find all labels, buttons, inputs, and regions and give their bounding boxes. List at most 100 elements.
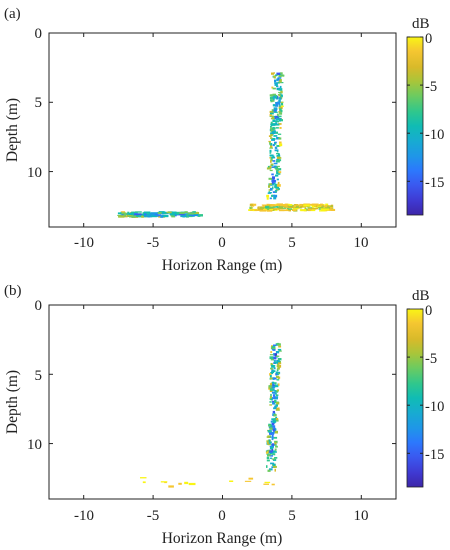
heatmap-cell — [271, 181, 275, 184]
panel-a-xtick-label: 0 — [218, 235, 226, 251]
heatmap-cell — [272, 458, 277, 461]
heatmap-cell — [274, 361, 279, 364]
heatmap-cell — [266, 465, 268, 468]
heatmap-cell — [276, 389, 279, 392]
heatmap-cell — [276, 85, 279, 88]
heatmap-cell — [269, 377, 274, 380]
heatmap-cell — [275, 102, 280, 104]
heatmap-cell — [282, 207, 287, 209]
heatmap-cell — [278, 75, 282, 78]
heatmap-cell — [274, 457, 278, 459]
panel-b-colorbar-tick-label: -10 — [425, 399, 444, 415]
heatmap-cell — [325, 206, 330, 209]
heatmap-cell — [323, 205, 328, 208]
heatmap-cell — [268, 191, 271, 194]
heatmap-cell — [171, 213, 176, 216]
heatmap-cell — [271, 453, 274, 455]
heatmap-cell — [268, 423, 272, 427]
heatmap-cell — [157, 211, 162, 215]
heatmap-cell — [124, 212, 127, 215]
heatmap-cell — [273, 407, 277, 410]
heatmap-cell — [273, 444, 277, 446]
heatmap-cell — [266, 451, 269, 454]
heatmap-cell — [272, 347, 276, 350]
panel-b-colorbar-tick-label: -15 — [425, 447, 444, 463]
heatmap-cell — [271, 128, 275, 131]
heatmap-cell — [275, 174, 279, 177]
heatmap-cell — [269, 110, 274, 114]
heatmap-cell — [269, 457, 273, 459]
heatmap-cell — [274, 83, 278, 86]
heatmap-cell — [271, 194, 274, 197]
heatmap-cell — [266, 167, 271, 170]
heatmap-cell — [271, 345, 276, 348]
heatmap-cell — [275, 394, 279, 396]
heatmap-cell — [271, 448, 274, 451]
heatmap-cell — [277, 77, 282, 79]
heatmap-cell — [276, 72, 281, 75]
panel-b-colorbar-tick-marks — [407, 308, 423, 454]
heatmap-cell — [274, 399, 277, 403]
heatmap-cell — [271, 381, 275, 384]
heatmap-cell — [270, 127, 273, 130]
heatmap-cell — [278, 209, 285, 212]
heatmap-cell — [273, 75, 276, 79]
heatmap-cell — [273, 465, 277, 468]
heatmap-cell — [278, 157, 282, 159]
heatmap-cell — [273, 182, 276, 185]
heatmap-cell — [276, 368, 279, 372]
heatmap-cell — [146, 214, 151, 217]
heatmap-cell — [184, 211, 188, 214]
panel-a-ytick-label: 0 — [35, 26, 43, 42]
heatmap-cell — [278, 103, 281, 106]
heatmap-cell — [269, 455, 273, 457]
heatmap-cell — [274, 82, 279, 84]
heatmap-cell — [261, 208, 267, 211]
heatmap-cell — [169, 213, 173, 216]
panel-b-tick-marks — [49, 304, 396, 499]
heatmap-cell — [278, 94, 281, 97]
heatmap-cell — [272, 349, 276, 351]
heatmap-cell — [276, 78, 278, 81]
heatmap-cell — [275, 407, 280, 410]
heatmap-cell — [271, 433, 274, 435]
heatmap-cell — [269, 147, 273, 149]
heatmap-cell — [185, 216, 189, 218]
heatmap-cell — [272, 420, 277, 423]
heatmap-cell — [270, 123, 274, 126]
heatmap-cell — [184, 481, 189, 485]
panel-b-colorbar: dB 0 -5 -10 -15 — [406, 288, 444, 488]
heatmap-cell — [271, 445, 274, 448]
heatmap-cell — [196, 211, 199, 214]
heatmap-cell — [267, 430, 272, 433]
panel-b-x-ticks: -10 -5 0 5 10 — [74, 508, 369, 524]
heatmap-cell — [276, 151, 279, 153]
heatmap-cell — [275, 419, 279, 422]
heatmap-cell — [142, 481, 146, 484]
heatmap-cell — [168, 485, 174, 488]
heatmap-cell — [269, 169, 273, 172]
heatmap-cell — [158, 216, 161, 218]
heatmap-cell — [279, 204, 285, 207]
heatmap-cell — [320, 204, 324, 207]
heatmap-cell — [276, 153, 280, 155]
panel-a-tick-marks — [49, 32, 396, 227]
heatmap-cell — [250, 209, 255, 211]
heatmap-cell — [277, 181, 280, 185]
heatmap-cell — [150, 212, 158, 215]
heatmap-cell — [274, 104, 279, 107]
panel-a-axes-box — [48, 32, 397, 228]
heatmap-cell — [275, 445, 278, 448]
heatmap-cell — [271, 384, 275, 387]
heatmap-cell — [273, 377, 277, 380]
panel-a-colorbar-tick-label: -15 — [425, 175, 444, 191]
heatmap-cell — [295, 204, 300, 207]
heatmap-cell — [272, 160, 276, 162]
heatmap-cell — [274, 385, 279, 388]
heatmap-cell — [262, 205, 265, 208]
heatmap-cell — [270, 156, 273, 160]
heatmap-cell — [274, 111, 278, 113]
heatmap-cell — [275, 167, 279, 171]
heatmap-cell — [268, 386, 273, 389]
